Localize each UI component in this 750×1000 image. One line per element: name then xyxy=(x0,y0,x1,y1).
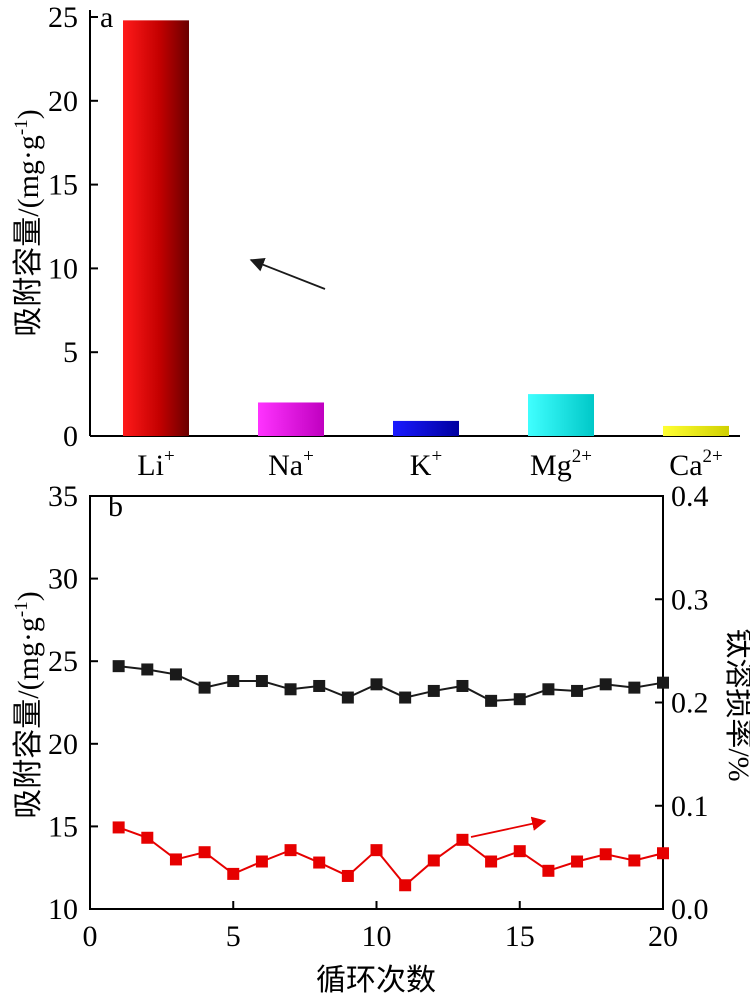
adsorption-point xyxy=(571,684,584,697)
ti-loss-point xyxy=(427,854,440,867)
ti-loss-point xyxy=(628,854,641,867)
bar-mg xyxy=(528,394,594,436)
adsorption-point xyxy=(341,691,354,704)
panel-b-x-axis-title: 循环次数 xyxy=(316,964,436,997)
panel-b-right-tick-label: 0.0 xyxy=(671,893,709,926)
adsorption-point xyxy=(255,675,268,688)
adsorption-point xyxy=(542,683,555,696)
adsorption-point xyxy=(198,681,211,694)
ti-loss-point xyxy=(169,853,182,866)
adsorption-point xyxy=(485,694,498,707)
adsorption-point xyxy=(227,675,240,688)
adsorption-point xyxy=(628,681,641,694)
panel-b-right-tick-label: 0.3 xyxy=(671,583,709,616)
adsorption-point xyxy=(427,684,440,697)
bar-ca xyxy=(663,425,729,436)
panel-b-x-tick-label: 10 xyxy=(362,920,392,953)
ti-loss-point xyxy=(542,864,555,877)
ti-loss-point xyxy=(255,855,268,868)
panel-b-right-tick-label: 0.4 xyxy=(671,480,709,513)
panel-a-y-ticks: 0 5 10 15 20 25 xyxy=(48,1,98,453)
panel-a-x-tick-label: K+ xyxy=(410,446,442,482)
panel-b-left-tick-label: 15 xyxy=(48,810,78,843)
panel-a-y-axis-title: 吸附容量/(mg·g-1) xyxy=(11,109,45,336)
panel-b-right-tick-label: 0.1 xyxy=(671,790,709,823)
ti-loss-point xyxy=(112,821,125,834)
ti-loss-point xyxy=(599,848,612,861)
panel-b-right-y-ticks: 0.0 0.1 0.2 0.3 0.4 xyxy=(655,480,709,926)
adsorption-point xyxy=(370,678,383,691)
panel-b-left-y-axis-title: 吸附容量/(mg·g-1) xyxy=(11,591,45,818)
ti-loss-point xyxy=(227,867,240,880)
panel-a-x-tick-label: Na+ xyxy=(268,446,314,482)
panel-b-right-y-axis-title: 钛溶损率/% xyxy=(722,628,750,781)
panel-a-x-tick-label: Ca2+ xyxy=(669,446,723,482)
adsorption-point xyxy=(456,679,469,692)
panel-a-bar-chart: a 0 5 10 15 20 25 Li+ Na+ K+ Mg2+ Ca2+ 吸附容量/(mg·g… xyxy=(11,1,740,482)
adsorption-point xyxy=(284,683,297,696)
panel-b-left-tick-label: 25 xyxy=(48,645,78,678)
panel-a-label: a xyxy=(100,1,113,34)
adsorption-point xyxy=(313,679,326,692)
ti-loss-point xyxy=(341,869,354,882)
right-axis-arrow xyxy=(470,816,547,838)
ti-loss-point xyxy=(313,856,326,869)
panel-b-left-tick-label: 10 xyxy=(48,893,78,926)
panel-b-x-ticks: 0 5 10 15 20 xyxy=(83,901,678,953)
panel-b-left-tick-label: 30 xyxy=(48,563,78,596)
panel-b-left-tick-label: 35 xyxy=(48,480,78,513)
adsorption-point xyxy=(399,691,412,704)
ti-loss-point xyxy=(485,855,498,868)
adsorption-point xyxy=(599,678,612,691)
ti-loss-point xyxy=(284,844,297,857)
panel-a-y-tick-label: 10 xyxy=(48,252,78,285)
panel-b-x-tick-label: 5 xyxy=(226,920,241,953)
ti-loss-point xyxy=(513,845,526,858)
adsorption-point xyxy=(141,663,154,676)
ti-loss-point xyxy=(657,847,669,860)
panel-b-x-tick-label: 0 xyxy=(83,920,98,953)
panel-a-y-tick-label: 5 xyxy=(63,336,78,369)
bar-li xyxy=(123,20,189,437)
panel-a-y-tick-label: 25 xyxy=(48,1,78,34)
ti-loss-point xyxy=(198,846,211,859)
bar-k xyxy=(393,420,459,436)
panel-b-left-tick-label: 20 xyxy=(48,728,78,761)
bar-na xyxy=(258,402,324,436)
panel-a-y-tick-label: 15 xyxy=(48,169,78,202)
ti-loss-point xyxy=(141,831,154,844)
adsorption-point xyxy=(112,660,125,673)
ti-loss-point xyxy=(399,879,412,892)
adsorption-point xyxy=(513,693,526,706)
panel-a-x-tick-label: Mg2+ xyxy=(530,446,592,482)
ti-loss-point xyxy=(456,833,469,846)
panel-b-x-tick-label: 20 xyxy=(648,920,678,953)
panel-b-series xyxy=(112,660,669,892)
panel-a-y-tick-label: 20 xyxy=(48,85,78,118)
panel-b-x-tick-label: 15 xyxy=(505,920,535,953)
panel-b-left-y-ticks: 10 15 20 25 30 35 xyxy=(48,480,98,926)
panel-a-y-tick-label: 0 xyxy=(63,420,78,453)
left-axis-arrow xyxy=(249,258,326,290)
adsorption-point xyxy=(169,668,182,681)
black-series-axis-arrow xyxy=(250,261,324,291)
adsorption-point xyxy=(657,676,669,689)
panel-a-bars xyxy=(123,20,729,437)
panel-b-label: b xyxy=(108,490,123,523)
panel-a-x-tick-labels: Li+ Na+ K+ Mg2+ Ca2+ xyxy=(137,446,722,482)
ti-loss-point xyxy=(571,855,584,868)
panel-b-right-tick-label: 0.2 xyxy=(671,687,709,720)
ti-loss-point xyxy=(370,844,383,857)
panel-a-x-tick-label: Li+ xyxy=(137,446,174,482)
